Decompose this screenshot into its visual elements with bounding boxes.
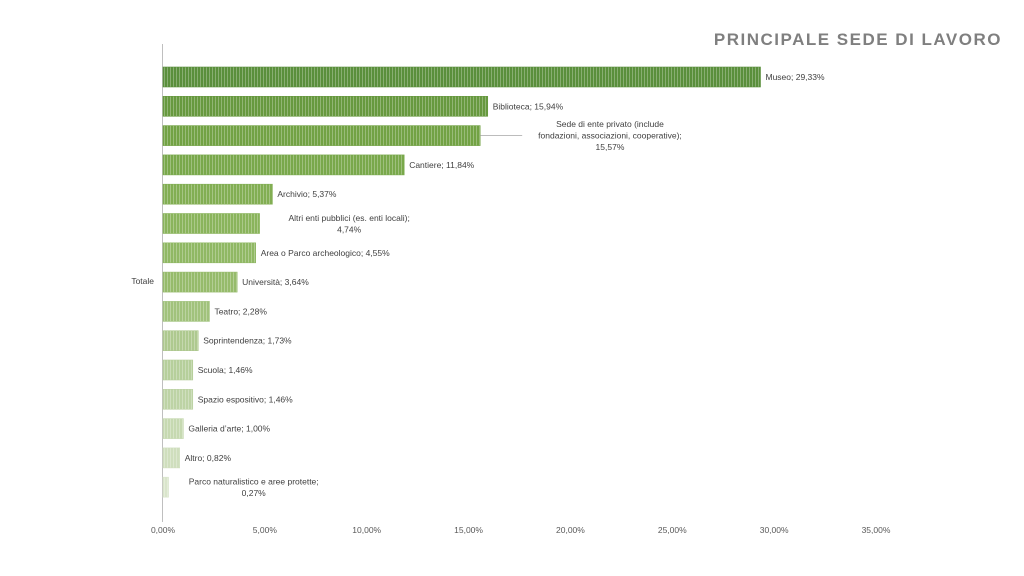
data-label: fondazioni, associazioni, cooperative); bbox=[538, 131, 682, 141]
bar-galleria-d-arte bbox=[162, 418, 184, 439]
data-label: 0,27% bbox=[242, 488, 267, 498]
x-tick-label: 0,00% bbox=[151, 525, 176, 535]
x-tick-label: 30,00% bbox=[760, 525, 789, 535]
bar-biblioteca bbox=[162, 96, 489, 117]
bar-museo bbox=[162, 66, 761, 88]
bar-altri-enti-pubblici-es-enti-locali bbox=[162, 213, 260, 234]
data-label: Soprintendenza; 1,73% bbox=[203, 336, 292, 346]
x-tick-label: 25,00% bbox=[658, 525, 687, 535]
chart-title: PRINCIPALE SEDE DI LAVORO bbox=[713, 30, 1002, 49]
data-label: Sede di ente privato (include bbox=[556, 119, 664, 129]
bar-area-o-parco-archeologico bbox=[162, 242, 256, 264]
data-label: Altri enti pubblici (es. enti locali); bbox=[288, 213, 409, 223]
bar-parco-naturalistico-e-aree-protette bbox=[162, 476, 169, 498]
bar-cantiere bbox=[162, 154, 405, 176]
data-label: Università; 3,64% bbox=[242, 277, 309, 287]
data-label: Teatro; 2,28% bbox=[214, 306, 267, 316]
bar-archivio bbox=[162, 183, 273, 205]
x-tick-label: 10,00% bbox=[352, 525, 381, 535]
data-label: Scuola; 1,46% bbox=[198, 365, 253, 375]
data-label: Museo; 29,33% bbox=[765, 72, 825, 82]
data-label: Galleria d’arte; 1,00% bbox=[188, 424, 270, 434]
data-label: Archivio; 5,37% bbox=[277, 189, 336, 199]
x-tick-label: 5,00% bbox=[253, 525, 278, 535]
bar-universit bbox=[162, 271, 238, 293]
category-label: Totale bbox=[131, 276, 154, 286]
data-label: Spazio espositivo; 1,46% bbox=[198, 394, 293, 404]
data-label: Altro; 0,82% bbox=[185, 453, 232, 463]
bar-altro bbox=[162, 447, 181, 469]
bar-scuola bbox=[162, 359, 194, 381]
data-label: 15,57% bbox=[596, 142, 625, 152]
data-label: Area o Parco archeologico; 4,55% bbox=[261, 248, 390, 258]
x-tick-label: 15,00% bbox=[454, 525, 483, 535]
bar-spazio-espositivo bbox=[162, 388, 194, 410]
data-label: Cantiere; 11,84% bbox=[409, 160, 474, 170]
bar-teatro bbox=[162, 301, 210, 322]
bar-sede-di-ente-privato-include-fondazioni-associazioni-cooperative bbox=[162, 125, 481, 146]
data-label: Parco naturalistico e aree protette; bbox=[189, 476, 319, 486]
data-label: 4,74% bbox=[337, 224, 362, 234]
x-tick-label: 20,00% bbox=[556, 525, 585, 535]
x-tick-label: 35,00% bbox=[862, 525, 891, 535]
bar-soprintendenza bbox=[162, 330, 199, 352]
data-label: Biblioteca; 15,94% bbox=[493, 101, 564, 111]
